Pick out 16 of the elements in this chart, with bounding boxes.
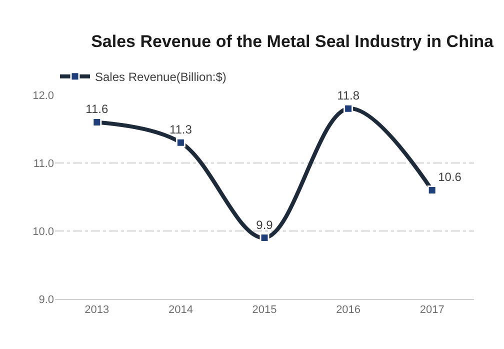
y-tick-label: 9.0 (38, 294, 54, 306)
data-label: 9.9 (256, 218, 274, 232)
data-label: 11.6 (86, 102, 108, 116)
data-label: 10.6 (438, 170, 462, 184)
x-tick-label: 2017 (420, 304, 444, 316)
y-tick-label: 10.0 (32, 226, 54, 238)
x-tick-label: 2013 (84, 304, 110, 316)
y-tick-label: 12.0 (32, 90, 54, 102)
data-label: 11.8 (337, 88, 360, 103)
y-tick-label: 11.0 (33, 158, 54, 170)
chart-title: Sales Revenue of the Metal Seal Industry in China (91, 32, 494, 51)
data-label: 11.3 (169, 122, 192, 137)
legend-label: Sales Revenue(Billion:$) (95, 70, 226, 84)
x-tick-label: 2015 (252, 304, 277, 316)
x-tick-label: 2016 (336, 304, 361, 316)
x-tick-label: 2014 (168, 304, 193, 316)
